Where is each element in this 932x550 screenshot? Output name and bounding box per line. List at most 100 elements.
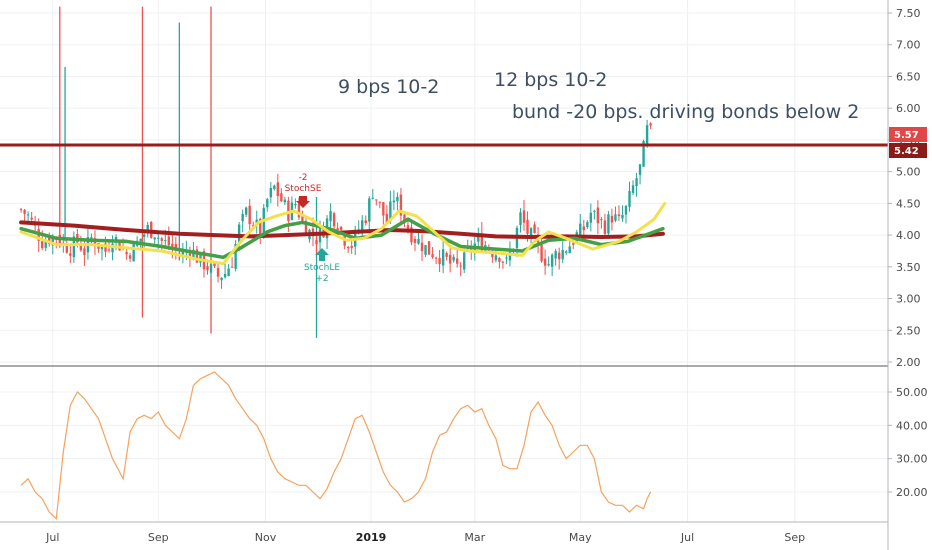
oscillator-line[interactable] [20, 371, 652, 520]
candle-body[interactable] [403, 214, 406, 222]
candle-body[interactable] [645, 125, 649, 145]
candle-body[interactable] [118, 240, 121, 251]
candle-body[interactable] [79, 244, 83, 251]
candle-body[interactable] [195, 249, 199, 263]
candle-body[interactable] [23, 209, 26, 214]
annotation-9bps[interactable]: 9 bps 10-2 [338, 76, 439, 98]
candle-body[interactable] [448, 254, 452, 264]
candle-body[interactable] [396, 196, 399, 202]
candle-body[interactable] [361, 220, 364, 230]
candle-body[interactable] [371, 197, 374, 199]
candle-body[interactable] [491, 252, 494, 258]
candle-body[interactable] [508, 251, 512, 261]
candle-body[interactable] [582, 226, 585, 231]
candle-body[interactable] [164, 240, 167, 242]
candle-body[interactable] [93, 238, 97, 247]
candle-body[interactable] [417, 239, 420, 244]
candle-body[interactable] [128, 255, 132, 259]
candle-body[interactable] [230, 266, 234, 268]
candle-body[interactable] [174, 244, 178, 251]
candle-body[interactable] [287, 200, 290, 221]
candle-body[interactable] [427, 241, 431, 255]
candle-body[interactable] [554, 251, 557, 259]
candle-body[interactable] [621, 214, 624, 219]
candle-body[interactable] [153, 237, 156, 240]
candle-body[interactable] [51, 235, 54, 246]
candle-body[interactable] [192, 249, 195, 259]
candle-body[interactable] [642, 140, 645, 167]
candle-body[interactable] [234, 243, 237, 269]
candle-body[interactable] [269, 188, 272, 198]
candle-body[interactable] [434, 257, 438, 259]
candle-body[interactable] [603, 220, 607, 235]
candle-body[interactable] [572, 243, 575, 245]
candle-body[interactable] [283, 199, 287, 203]
candle-body[interactable] [227, 268, 230, 277]
candle-body[interactable] [610, 215, 614, 223]
candle-body[interactable] [505, 257, 508, 259]
candle-body[interactable] [547, 264, 550, 266]
candle-body[interactable] [259, 219, 262, 236]
candle-body[interactable] [399, 194, 403, 216]
candle-body[interactable] [438, 258, 441, 265]
candle-body[interactable] [83, 248, 86, 256]
candle-body[interactable] [206, 266, 209, 271]
candle-body[interactable] [635, 178, 638, 187]
candle-body[interactable] [431, 254, 434, 258]
candle-body[interactable] [332, 213, 336, 227]
candle-body[interactable] [220, 277, 223, 281]
oscillator-y-axis[interactable]: 50.00 40.00 30.00 20.00 [888, 386, 928, 499]
candle-body[interactable] [543, 258, 547, 266]
candle-body[interactable] [441, 249, 445, 266]
candle-body[interactable] [41, 241, 44, 249]
candle-body[interactable] [329, 211, 332, 222]
candle-body[interactable] [139, 238, 142, 242]
candle-body[interactable] [160, 238, 163, 241]
candle-body[interactable] [171, 243, 174, 248]
candle-body[interactable] [501, 261, 505, 263]
candle-body[interactable] [216, 268, 220, 277]
candle-body[interactable] [19, 209, 23, 211]
candle-body[interactable] [424, 245, 427, 255]
candle-body[interactable] [477, 235, 480, 242]
candle-body[interactable] [494, 255, 498, 261]
candle-body[interactable] [406, 225, 410, 231]
candle-body[interactable] [466, 248, 469, 250]
candle-body[interactable] [389, 201, 392, 222]
candle-body[interactable] [463, 252, 466, 270]
moving-average-fast[interactable] [19, 201, 667, 266]
candle-body[interactable] [44, 241, 47, 248]
candle-body[interactable] [540, 244, 543, 262]
candle-body[interactable] [107, 249, 111, 251]
time-x-axis[interactable]: Jul Sep Nov 2019 Mar May Jul Sep [45, 531, 805, 544]
candle-body[interactable] [339, 226, 343, 230]
price-panel[interactable] [0, 6, 888, 338]
candle-body[interactable] [69, 253, 72, 256]
candle-body[interactable] [382, 202, 385, 216]
candle-body[interactable] [276, 182, 280, 197]
candle-body[interactable] [244, 207, 248, 215]
candle-body[interactable] [114, 237, 118, 241]
candle-body[interactable] [480, 233, 484, 252]
candle-body[interactable] [315, 240, 318, 245]
candle-body[interactable] [167, 236, 171, 246]
candle-body[interactable] [550, 254, 554, 267]
candle-body[interactable] [199, 252, 202, 263]
candle-body[interactable] [589, 212, 593, 223]
candle-body[interactable] [533, 224, 536, 233]
candle-body[interactable] [72, 236, 76, 258]
candle-body[interactable] [364, 220, 367, 224]
candle-body[interactable] [445, 253, 448, 257]
candle-body[interactable] [248, 205, 251, 225]
candle-body[interactable] [586, 222, 589, 227]
candle-body[interactable] [455, 258, 459, 264]
candle-body[interactable] [579, 223, 582, 236]
candle-body[interactable] [593, 210, 596, 212]
candle-body[interactable] [252, 225, 255, 227]
candle-body[interactable] [600, 219, 603, 221]
candle-body[interactable] [596, 207, 600, 224]
candle-body[interactable] [628, 191, 631, 207]
candle-body[interactable] [304, 220, 308, 237]
oscillator-panel[interactable] [20, 371, 652, 520]
candle-body[interactable] [350, 245, 353, 248]
